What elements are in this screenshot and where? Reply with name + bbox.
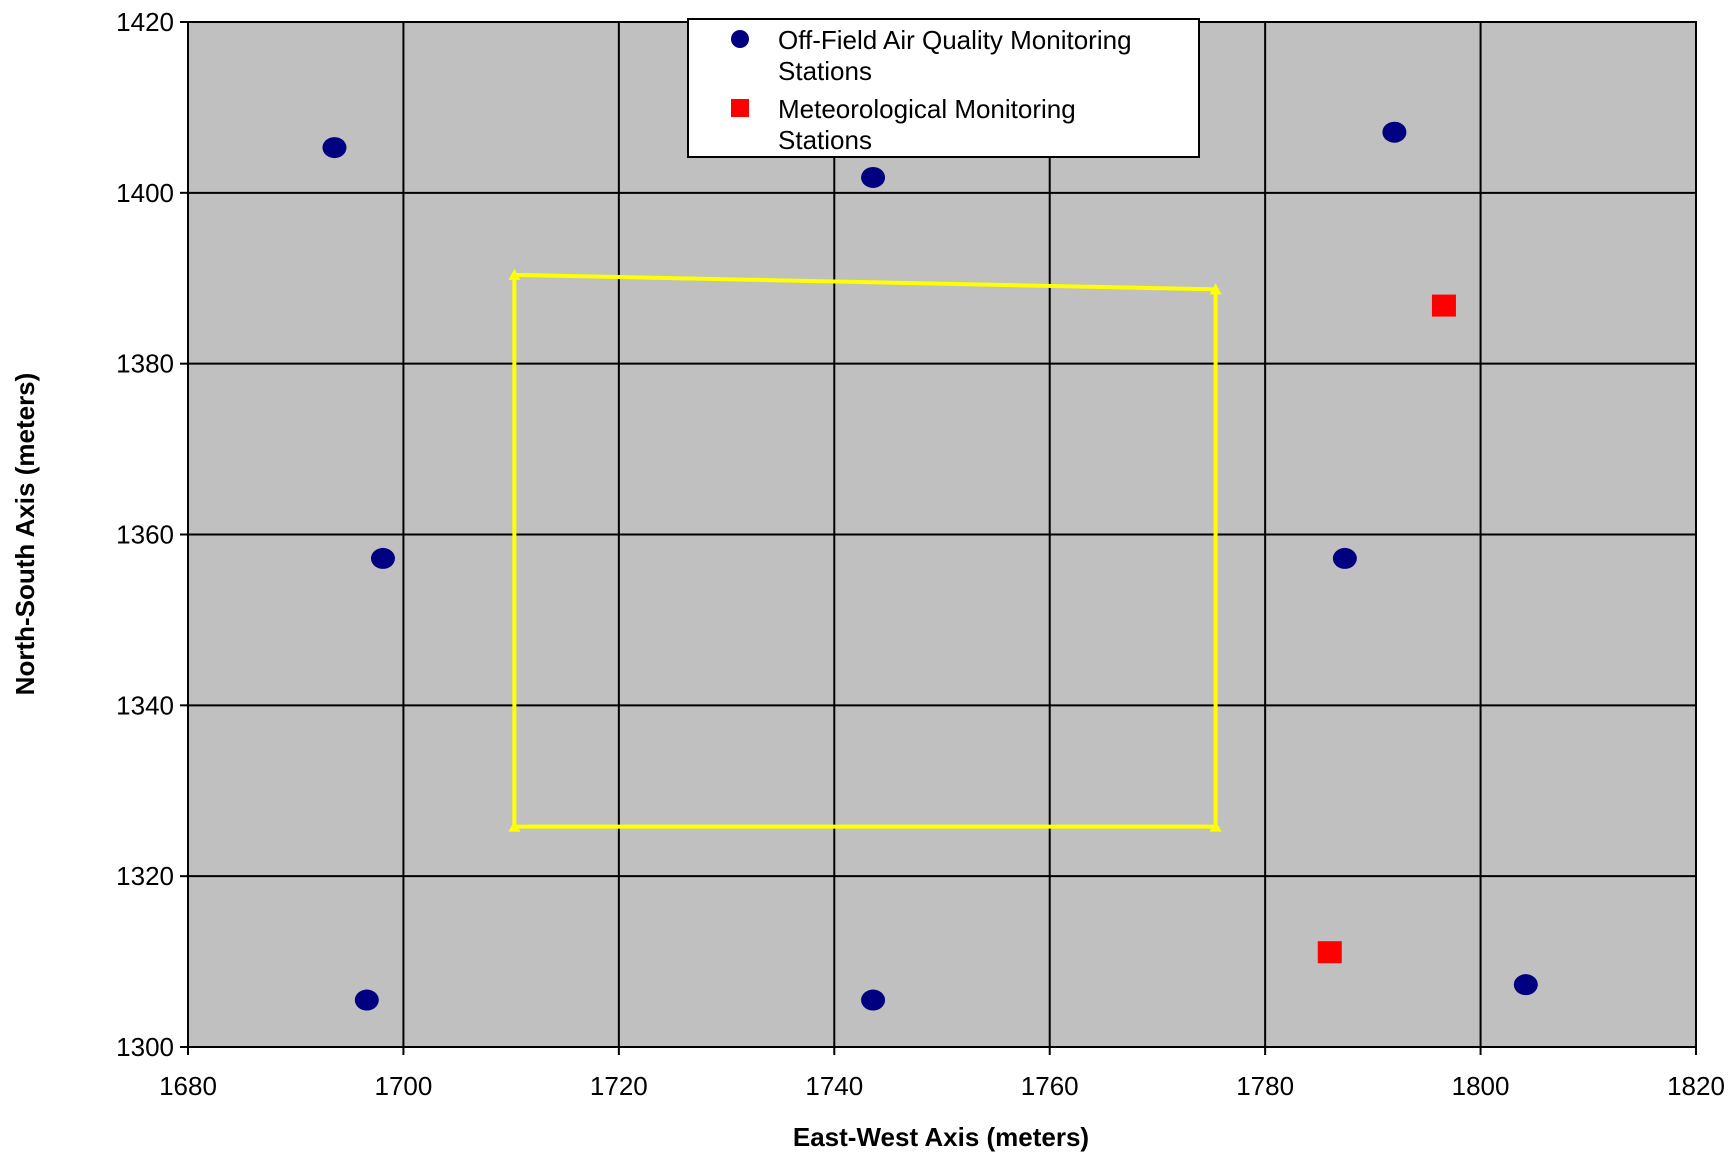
x-tick-label: 1800 — [1452, 1071, 1510, 1101]
legend: Off-Field Air Quality Monitoring Station… — [687, 18, 1200, 158]
x-tick-label: 1760 — [1021, 1071, 1079, 1101]
y-tick-label: 1340 — [116, 690, 174, 720]
air-quality-station-point — [1332, 547, 1357, 569]
legend-marker-meteorological — [731, 99, 749, 117]
x-tick-label: 1780 — [1236, 1071, 1294, 1101]
air-quality-station-point — [1382, 121, 1407, 143]
y-tick-label: 1300 — [116, 1032, 174, 1062]
boundary-vertex-marker — [1209, 283, 1222, 295]
legend-label-air-quality-line1: Off-Field Air Quality Monitoring — [778, 25, 1132, 55]
x-tick-label: 1740 — [805, 1071, 863, 1101]
legend-label-meteorological-line1: Meteorological Monitoring — [778, 94, 1076, 124]
site-boundary — [508, 268, 1222, 832]
x-tick-label: 1720 — [590, 1071, 648, 1101]
y-axis-title: North-South Axis (meters) — [10, 373, 40, 696]
x-tick-label: 1680 — [159, 1071, 217, 1101]
air-quality-station-point — [861, 166, 886, 188]
y-tick-label: 1400 — [116, 178, 174, 208]
meteorological-station-point — [1431, 294, 1456, 317]
y-axis-ticks: 1300 1320 1340 1360 1380 1400 1420 — [116, 7, 188, 1062]
y-tick-label: 1320 — [116, 861, 174, 891]
y-tick-label: 1420 — [116, 7, 174, 37]
grid-lines — [188, 22, 1696, 1047]
x-axis-ticks: 1680 1700 1720 1740 1760 1780 1800 1820 — [159, 1047, 1725, 1101]
boundary-vertex-marker — [1209, 820, 1222, 832]
x-tick-label: 1700 — [375, 1071, 433, 1101]
y-tick-label: 1360 — [116, 520, 174, 550]
data-points — [322, 121, 1538, 1011]
air-quality-station-point — [370, 547, 395, 569]
legend-box — [687, 18, 1200, 158]
legend-label-meteorological-line2: Stations — [778, 125, 872, 155]
x-axis-title: East-West Axis (meters) — [793, 1122, 1089, 1152]
y-tick-label: 1380 — [116, 349, 174, 379]
boundary-vertex-marker — [508, 268, 521, 280]
x-tick-label: 1820 — [1667, 1071, 1725, 1101]
meteorological-station-point — [1317, 941, 1342, 964]
air-quality-station-point — [322, 137, 347, 159]
legend-label-air-quality-line2: Stations — [778, 56, 872, 86]
air-quality-station-point — [354, 989, 379, 1011]
boundary-vertex-marker — [508, 820, 521, 832]
air-quality-station-point — [861, 989, 886, 1011]
legend-marker-air-quality — [731, 30, 749, 48]
air-quality-station-point — [1513, 974, 1538, 996]
